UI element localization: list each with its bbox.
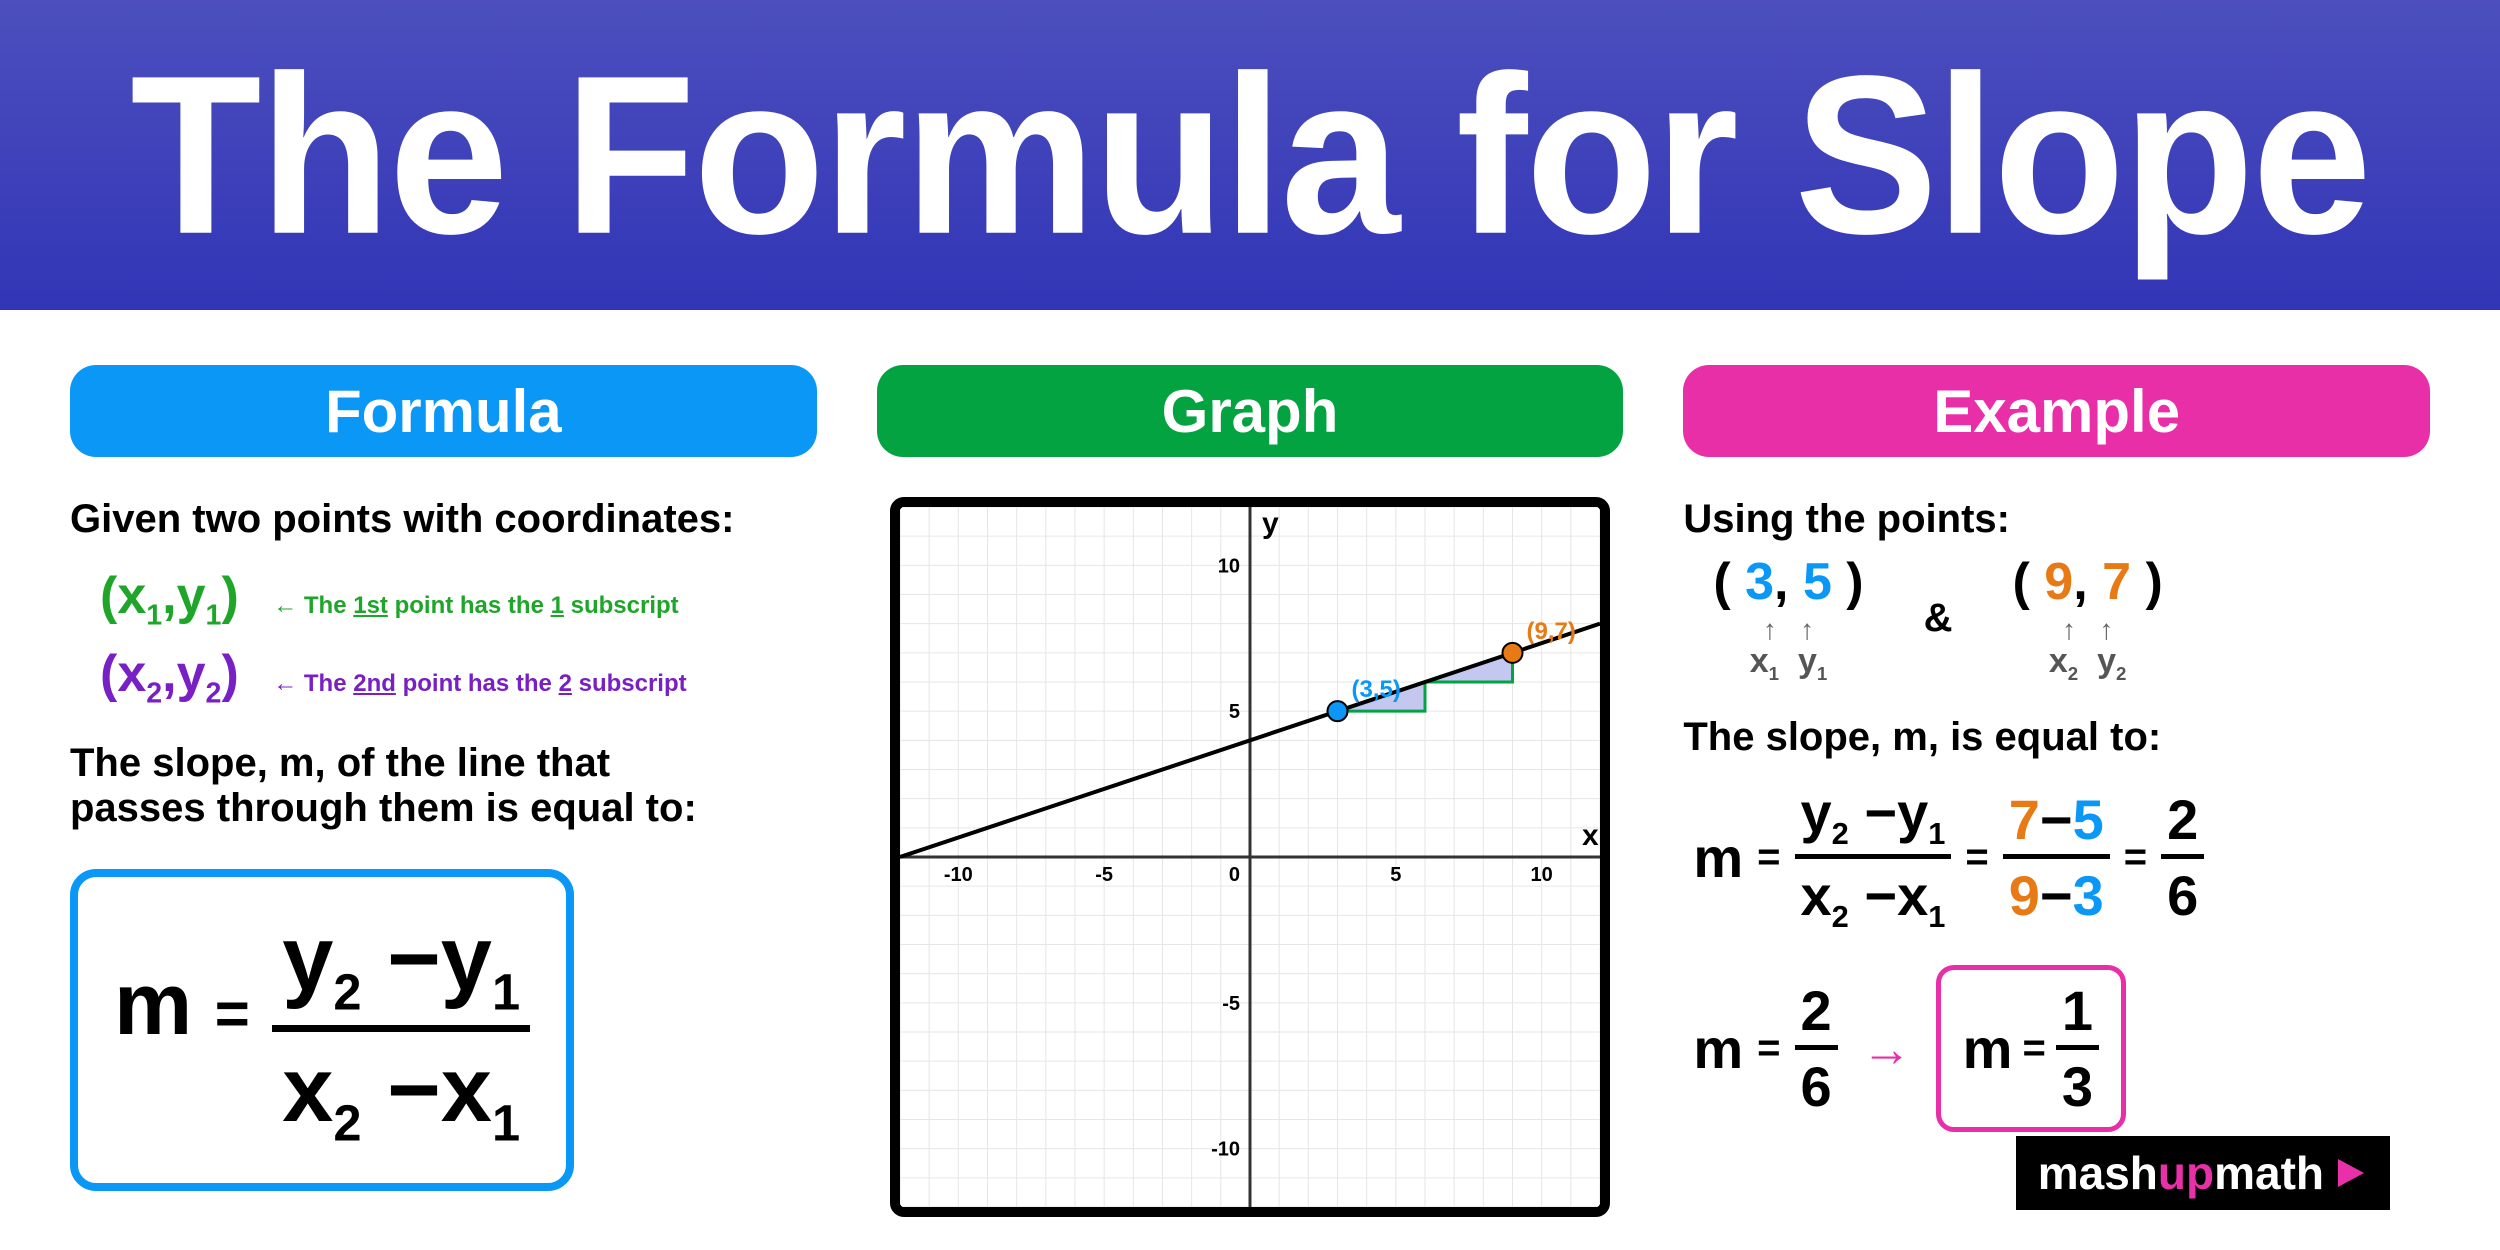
example-step2: m = 2 6 → m = 1 3 xyxy=(1693,965,2430,1132)
svg-text:0: 0 xyxy=(1229,864,1240,886)
page-title: The Formula for Slope xyxy=(130,25,2370,285)
final-result-box: m = 1 3 xyxy=(1936,965,2126,1132)
play-icon xyxy=(2332,1155,2368,1191)
formula-intro: Given two points with coordinates: xyxy=(70,497,817,542)
svg-text:10: 10 xyxy=(1531,864,1553,886)
example-step1: m = y2 −y1 x2 −x1 = 7−5 9−3 = 2 6 xyxy=(1693,780,2430,935)
title-banner: The Formula for Slope xyxy=(0,0,2500,310)
point2-note: ← The 2nd point has the 2 subscript xyxy=(273,670,686,698)
svg-text:-10: -10 xyxy=(1211,1139,1240,1161)
svg-text:-5: -5 xyxy=(1222,993,1240,1015)
ampersand: & xyxy=(1924,596,1953,641)
formula-column: Formula Given two points with coordinate… xyxy=(70,365,817,1217)
svg-text:x: x xyxy=(1582,819,1599,852)
arrow-right-icon: → xyxy=(1862,1020,1912,1078)
svg-text:-5: -5 xyxy=(1095,864,1113,886)
brand-logo: mashupmath xyxy=(2016,1136,2390,1210)
example-intro: Using the points: xyxy=(1683,497,2430,542)
example-point2: ( 9, 7 ) xyxy=(2013,552,2163,612)
formula-m: m xyxy=(114,954,192,1053)
svg-text:5: 5 xyxy=(1229,701,1240,723)
example-heading: Example xyxy=(1683,365,2430,457)
svg-text:10: 10 xyxy=(1218,555,1240,577)
svg-text:(9,7): (9,7) xyxy=(1527,618,1576,645)
formula-equals: = xyxy=(215,980,250,1047)
coordinate-graph: -10 -10 -5 -5 0 5 5 10 10 x y (3,5) (9,7) xyxy=(890,497,1610,1217)
svg-text:(3,5): (3,5) xyxy=(1352,676,1401,703)
example-point1: ( 3, 5 ) xyxy=(1713,552,1863,612)
example-desc: The slope, m, is equal to: xyxy=(1683,715,2430,760)
point1-note: ← The 1st point has the 1 subscript xyxy=(273,592,678,620)
formula-fraction: y2 −y1 x2 −x1 xyxy=(272,907,530,1153)
example-column: Example Using the points: ( 3, 5 ) ↑ ↑ x… xyxy=(1683,365,2430,1217)
formula-desc: The slope, m, of the line that passes th… xyxy=(70,741,817,831)
svg-text:5: 5 xyxy=(1390,864,1401,886)
graph-column: Graph -10 -10 -5 -5 0 5 5 10 10 x y (3,5) (9,7) xyxy=(877,365,1624,1217)
svg-text:y: y xyxy=(1262,507,1279,540)
example-points: ( 3, 5 ) ↑ ↑ x1 y1 & ( 9, 7 ) ↑ ↑ x2 y2 xyxy=(1713,552,2430,685)
svg-text:-10: -10 xyxy=(944,864,973,886)
point2-coord: (x2,y2) xyxy=(100,644,239,710)
content-columns: Formula Given two points with coordinate… xyxy=(0,310,2500,1217)
formula-heading: Formula xyxy=(70,365,817,457)
point1-coord: (x1,y1) xyxy=(100,566,239,632)
graph-heading: Graph xyxy=(877,365,1624,457)
slope-formula-box: m = y2 −y1 x2 −x1 xyxy=(70,869,574,1191)
